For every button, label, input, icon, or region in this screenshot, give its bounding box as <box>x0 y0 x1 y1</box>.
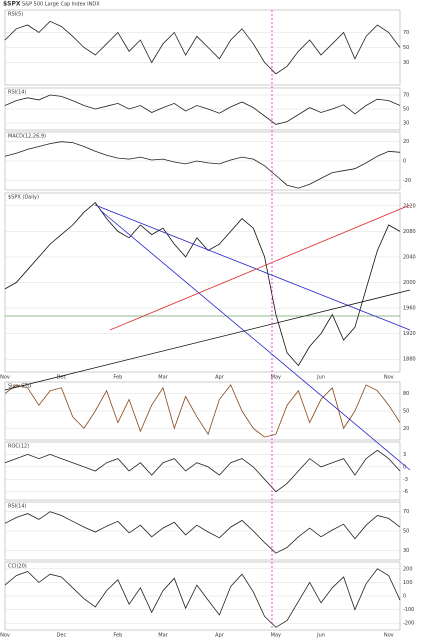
trend-line <box>94 204 411 331</box>
x-tick-label: Dec <box>57 375 67 381</box>
symbol: $SPX <box>3 1 21 8</box>
series-line <box>4 141 401 189</box>
panel-frame <box>4 441 401 501</box>
panel-title: RSI(5) <box>8 12 23 18</box>
y-tick-label: -20 <box>403 178 411 184</box>
x-tick-label: Dec <box>57 633 67 639</box>
y-tick-label: 20 <box>403 139 409 145</box>
y-tick-label: 50 <box>403 529 409 535</box>
x-tick-label: Apr <box>215 633 225 639</box>
x-tick-label: Nov <box>384 375 394 381</box>
y-tick-label: -200 <box>403 621 414 627</box>
y-tick-label: 30 <box>403 121 409 127</box>
panel-title: RSI(14) <box>8 504 26 510</box>
y-tick-label: 2120 <box>403 203 416 209</box>
y-tick-label: 1920 <box>403 331 416 337</box>
y-tick-label: 2000 <box>403 280 416 286</box>
y-tick-label: -100 <box>403 607 414 613</box>
y-tick-label: 70 <box>403 509 409 515</box>
y-tick-label: 0 <box>403 464 406 470</box>
y-tick-label: -3 <box>403 477 408 483</box>
x-tick-label: May <box>271 633 281 639</box>
series-line <box>4 511 401 554</box>
y-tick-label: 50 <box>403 107 409 113</box>
y-tick-label: 30 <box>403 60 409 66</box>
index-name: S&P 500 Large Cap Index INDX <box>22 2 100 8</box>
x-tick-label: May <box>271 375 281 381</box>
y-tick-label: 2080 <box>403 229 416 235</box>
y-tick-label: -6 <box>403 489 408 495</box>
y-tick-label: 70 <box>403 30 409 36</box>
x-tick-label: Jun <box>316 375 325 381</box>
y-tick-label: 1880 <box>403 357 416 363</box>
series-line <box>4 449 401 493</box>
x-tick-label: Feb <box>113 375 122 381</box>
panel-title: $SPX (Daily) <box>8 195 39 201</box>
y-tick-label: 2040 <box>403 254 416 260</box>
y-tick-label: 70 <box>403 93 409 99</box>
y-tick-label: 3 <box>403 452 406 458</box>
x-tick-label: Nov <box>0 375 10 381</box>
series-line <box>4 568 401 628</box>
y-tick-label: 100 <box>403 580 413 586</box>
y-tick-label: 80 <box>403 391 409 397</box>
trend-line <box>109 204 411 331</box>
x-tick-label: Apr <box>215 375 225 381</box>
trend-line <box>99 209 411 471</box>
series-line <box>4 94 401 125</box>
x-tick-label: Feb <box>113 633 122 639</box>
y-tick-label: 50 <box>403 45 409 51</box>
x-tick-label: Mar <box>158 633 168 639</box>
panel-title: CCI(20) <box>8 564 27 570</box>
y-tick-label: 50 <box>403 409 409 415</box>
y-tick-label: 1960 <box>403 306 416 312</box>
panel-title: MACD(12,26,9) <box>8 134 46 140</box>
x-tick-label: Nov <box>384 633 394 639</box>
y-tick-label: 200 <box>403 566 413 572</box>
y-tick-label: 0 <box>403 594 406 600</box>
y-tick-label: 0 <box>403 159 406 165</box>
y-tick-label: 20 <box>403 426 409 432</box>
series-line <box>4 384 401 438</box>
series-line <box>4 202 401 367</box>
x-tick-label: Jun <box>316 633 325 639</box>
panel-title: RSI(14) <box>8 90 26 96</box>
trend-line <box>4 289 411 391</box>
x-tick-label: Mar <box>158 375 168 381</box>
y-tick-label: 30 <box>403 548 409 554</box>
panel-title: ROC(12) <box>8 444 29 450</box>
x-tick-label: Nov <box>0 633 10 639</box>
series-line <box>4 20 401 75</box>
